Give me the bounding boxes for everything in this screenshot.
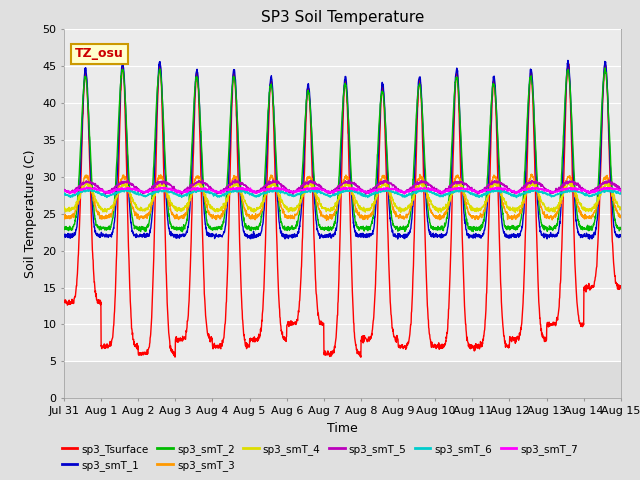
- X-axis label: Time: Time: [327, 421, 358, 434]
- Y-axis label: Soil Temperature (C): Soil Temperature (C): [24, 149, 36, 278]
- Legend: sp3_Tsurface, sp3_smT_1, sp3_smT_2, sp3_smT_3, sp3_smT_4, sp3_smT_5, sp3_smT_6, : sp3_Tsurface, sp3_smT_1, sp3_smT_2, sp3_…: [58, 439, 582, 475]
- Bar: [64, 29, 621, 361]
- Title: SP3 Soil Temperature: SP3 Soil Temperature: [260, 10, 424, 25]
- Text: TZ_osu: TZ_osu: [75, 48, 124, 60]
- Bar: [64, 361, 621, 398]
